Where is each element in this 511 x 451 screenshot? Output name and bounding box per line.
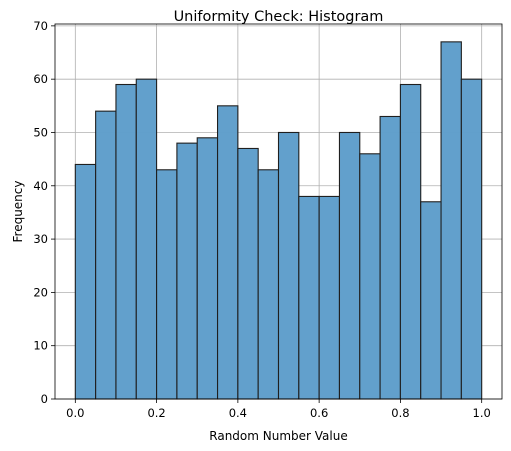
y-axis-label: Frequency bbox=[11, 181, 25, 243]
y-tick-label: 0 bbox=[41, 392, 48, 406]
histogram-bar bbox=[338, 131, 361, 400]
histogram-bar bbox=[74, 163, 97, 400]
y-axis-ticks: 0 10 20 30 40 50 60 70 bbox=[33, 19, 55, 406]
histogram-bar bbox=[359, 153, 381, 400]
y-tick-label: 60 bbox=[33, 72, 48, 86]
histogram-bar bbox=[460, 78, 483, 400]
histogram-bar bbox=[318, 195, 341, 400]
bars bbox=[74, 41, 483, 400]
histogram-bar bbox=[196, 137, 219, 400]
histogram-bar bbox=[135, 78, 158, 400]
histogram-bar bbox=[156, 169, 178, 400]
histogram-bar bbox=[115, 83, 137, 400]
y-tick-label: 30 bbox=[33, 232, 48, 246]
y-tick-label: 20 bbox=[33, 285, 48, 299]
x-tick-label: 0.4 bbox=[229, 406, 247, 420]
x-tick-label: 0.2 bbox=[147, 406, 165, 420]
histogram-bar bbox=[298, 195, 320, 400]
histogram-bar bbox=[277, 131, 300, 400]
y-tick-label: 10 bbox=[33, 339, 48, 353]
x-tick-label: 0.8 bbox=[391, 406, 409, 420]
histogram-bar bbox=[257, 169, 280, 400]
histogram-bar bbox=[237, 147, 259, 400]
histogram-bar bbox=[216, 105, 239, 400]
histogram-bar bbox=[176, 142, 198, 400]
histogram-bar bbox=[399, 83, 422, 400]
x-tick-label: 0.0 bbox=[66, 406, 84, 420]
x-axis-ticks: 0.0 0.2 0.4 0.6 0.8 1.0 bbox=[66, 399, 491, 420]
histogram-bar bbox=[95, 110, 117, 400]
histogram-bar bbox=[420, 201, 442, 400]
histogram-bar bbox=[379, 115, 401, 400]
y-tick-label: 50 bbox=[33, 125, 48, 139]
x-axis-label: Random Number Value bbox=[209, 429, 347, 443]
x-tick-label: 0.6 bbox=[310, 406, 328, 420]
y-tick-label: 70 bbox=[33, 19, 48, 33]
y-tick-label: 40 bbox=[33, 179, 48, 193]
histogram-bar bbox=[440, 41, 462, 400]
chart-title: Uniformity Check: Histogram bbox=[174, 9, 384, 25]
plot-frame bbox=[54, 23, 503, 400]
x-tick-label: 1.0 bbox=[473, 406, 491, 420]
